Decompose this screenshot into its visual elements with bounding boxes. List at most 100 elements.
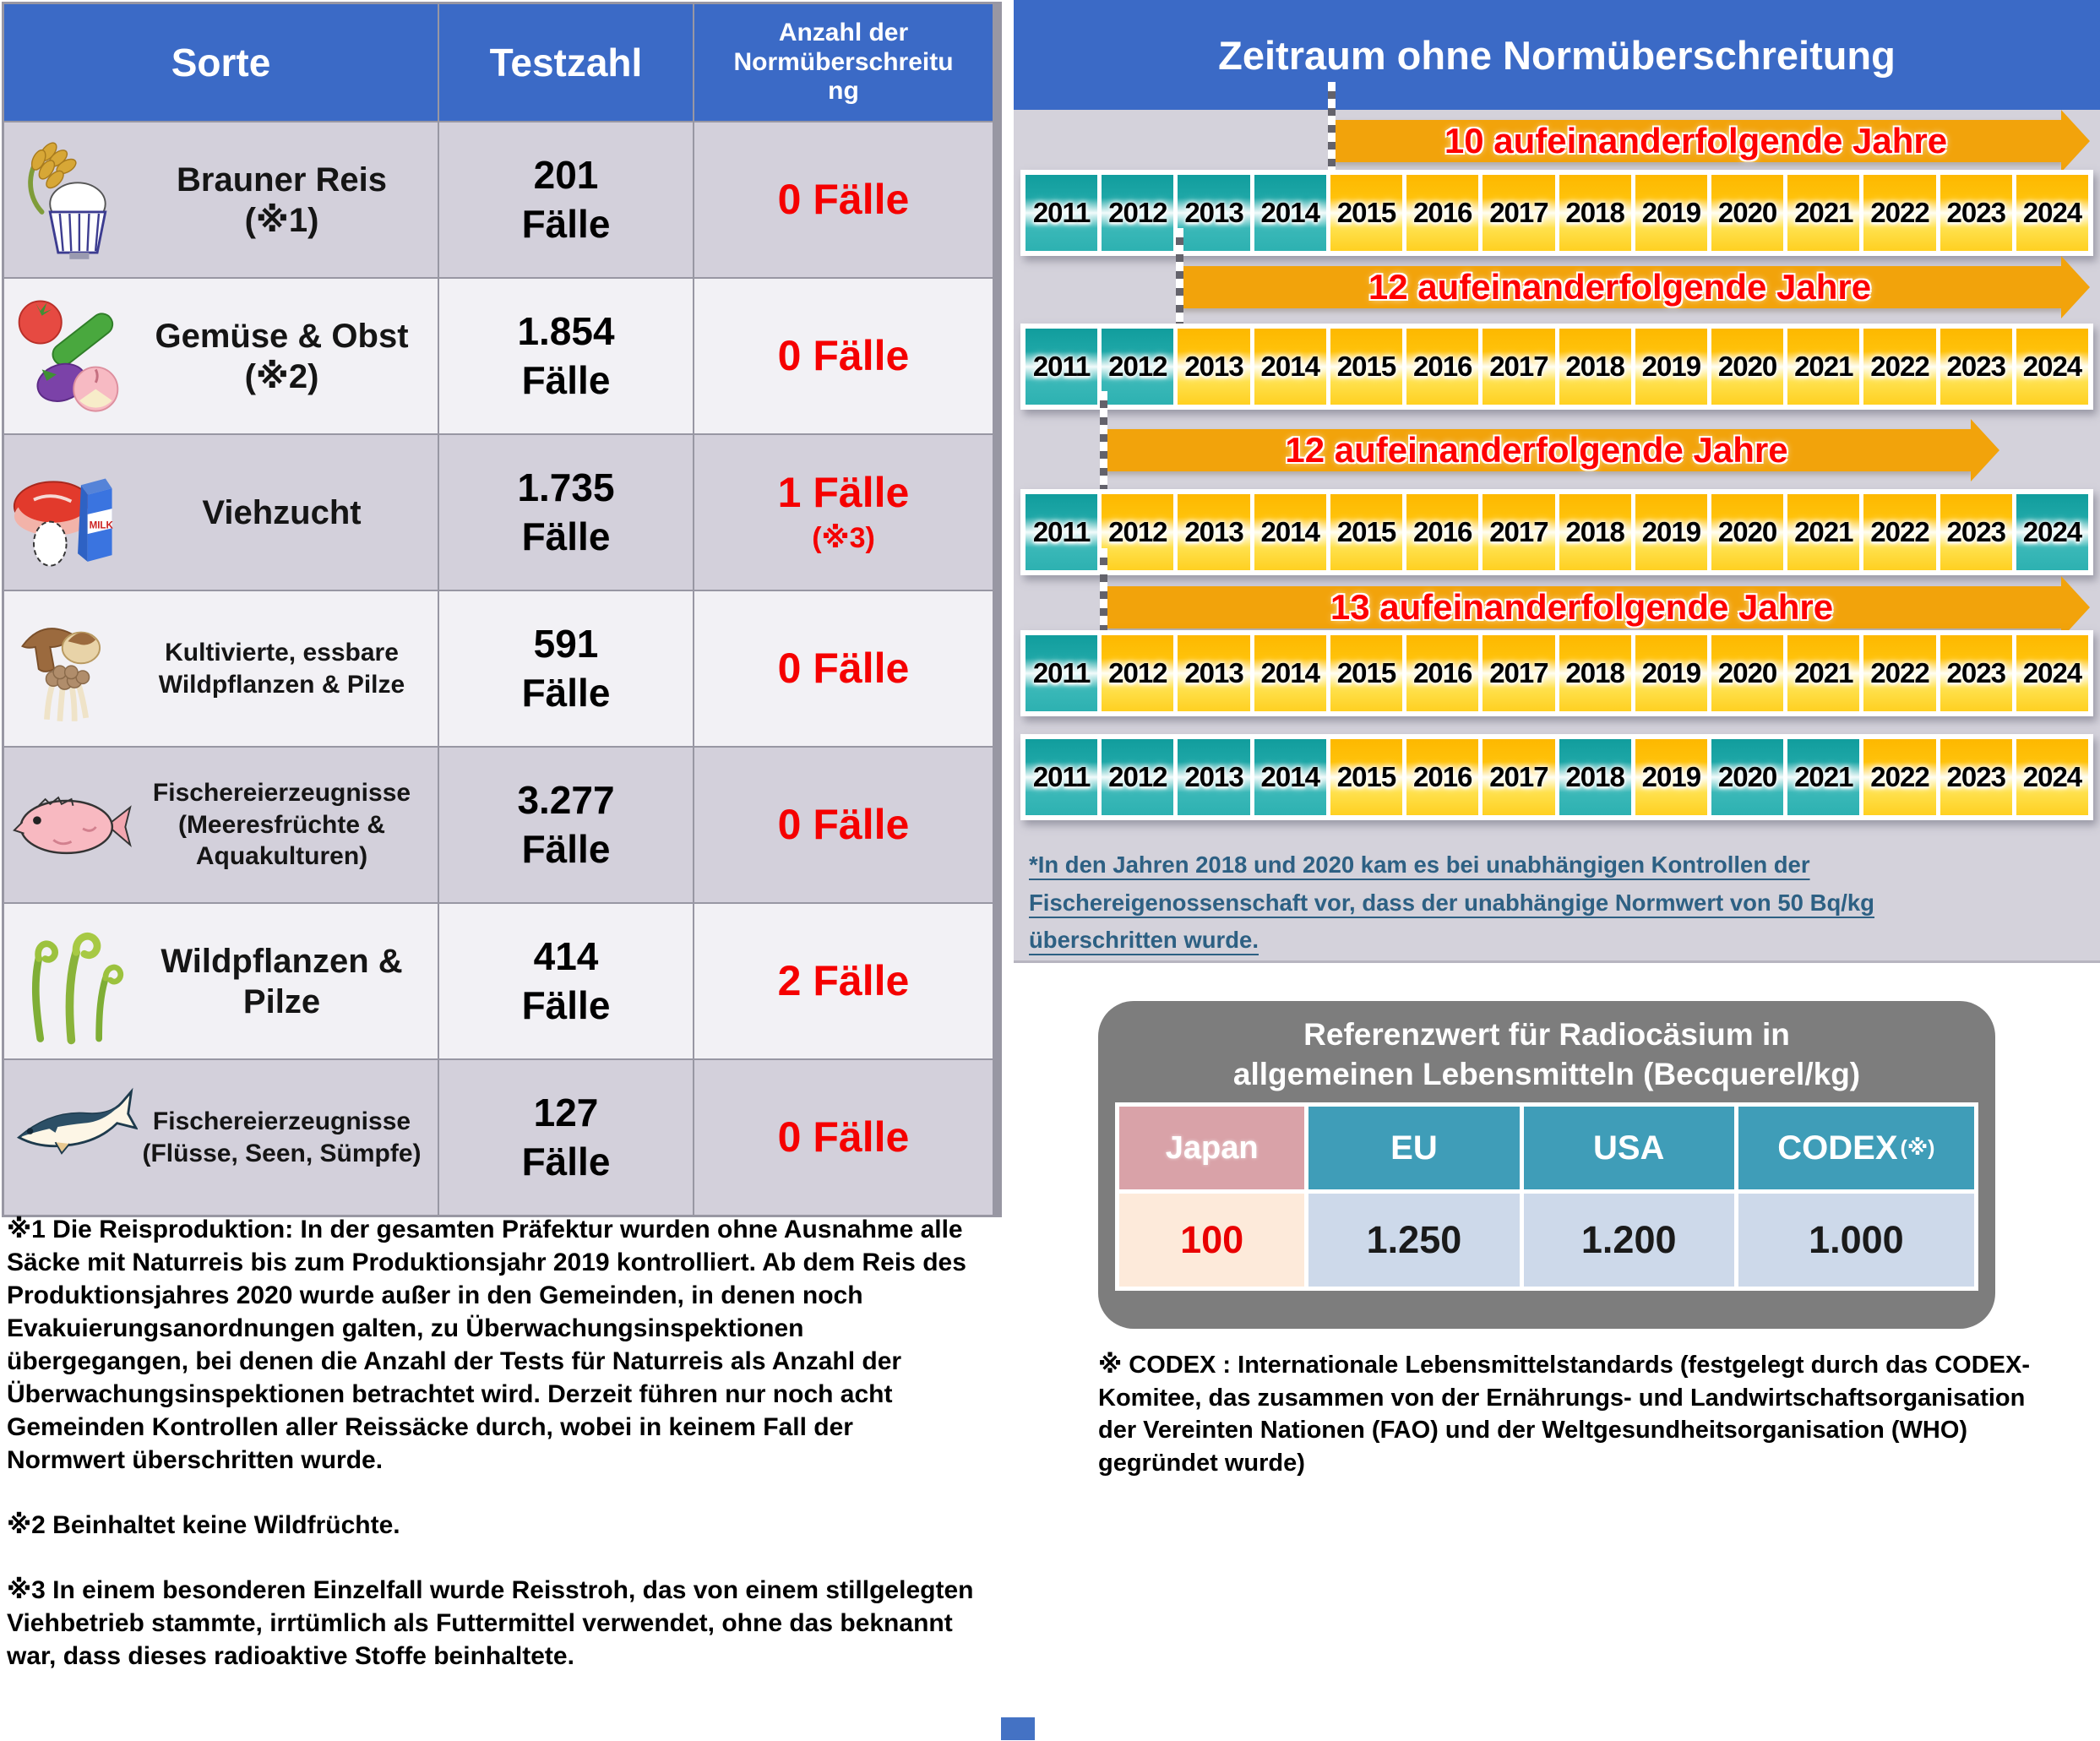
dash-line-row3	[1100, 391, 1107, 489]
ref-header-usa: USA	[1523, 1107, 1734, 1189]
ref-value-usa: 1.200	[1523, 1194, 1734, 1287]
col-header-testzahl: Testzahl	[439, 4, 693, 121]
year-cell-2012: 2012	[1102, 739, 1174, 815]
river-fish-icon	[11, 1075, 139, 1162]
test-count-livestock: 1.735 Fälle	[439, 435, 693, 590]
footnote-3: ※3 In einem besonderen Einzelfall wurde …	[7, 1576, 974, 1670]
year-cell-2011: 2011	[1026, 175, 1098, 251]
ref-header-japan: Japan	[1119, 1107, 1305, 1189]
year-strip-row5: 2011 2012 2013 2014 2015 2016 2017 2018 2019 2020…	[1020, 734, 2093, 820]
year-cell-2016: 2016	[1406, 739, 1479, 815]
exceed-value: 2 Fälle	[777, 957, 910, 1004]
year-cell-2014: 2014	[1254, 739, 1326, 815]
year-cell-2013: 2013	[1178, 494, 1250, 570]
year-cell-2021: 2021	[1787, 329, 1860, 405]
test-count-unit: Fälle	[521, 514, 611, 558]
table-row-category-vegetables: Gemüse & Obst (※2)	[4, 279, 438, 433]
wild-plants-icon	[11, 916, 125, 1047]
test-count-unit: Fälle	[521, 357, 611, 402]
timeline-arrow-row2: 12 aufeinanderfolgende Jahre	[1178, 256, 2090, 318]
table-row-category-wild-plants: Wildpflanzen & Pilze	[4, 904, 438, 1058]
year-cell-2021: 2021	[1787, 494, 1860, 570]
year-cell-2019: 2019	[1635, 175, 1707, 251]
year-cell-2014: 2014	[1254, 329, 1326, 405]
year-cell-2012: 2012	[1102, 175, 1174, 251]
year-cell-2018: 2018	[1559, 739, 1631, 815]
table-row-category-sea-fishery: Fischereierzeugnisse (Meeresfrüchte & Aq…	[4, 748, 438, 902]
arrow-label-row1: 10 aufeinanderfolgende Jahre	[1444, 121, 1948, 160]
year-cell-2013: 2013	[1178, 329, 1250, 405]
timeline-footnote: *In den Jahren 2018 und 2020 kam es bei …	[1029, 851, 1874, 954]
year-strip-row2: 2011 2012 2013 2014 2015 2016 2017 2018 2019 2020…	[1020, 324, 2093, 410]
year-cell-2015: 2015	[1330, 635, 1403, 711]
exceed-value: 0 Fälle	[777, 801, 910, 848]
footnote-1: ※1 Die Reisproduktion: In der gesamten P…	[7, 1216, 966, 1474]
ref-value-eu: 1.250	[1308, 1194, 1520, 1287]
exceed-value: 1 Fälle	[777, 469, 910, 517]
ref-value-japan: 100	[1119, 1194, 1305, 1287]
test-count-vegetables: 1.854 Fälle	[439, 279, 693, 433]
year-cell-2013: 2013	[1178, 175, 1250, 251]
test-count-unit: Fälle	[521, 670, 611, 715]
col-header-exceedances: Anzahl der Normüberschreitung	[694, 4, 993, 121]
test-count-cultivated: 591 Fälle	[439, 591, 693, 746]
year-cell-2021: 2021	[1787, 739, 1860, 815]
ref-header-suffix: (※)	[1900, 1136, 1935, 1160]
year-cell-2017: 2017	[1483, 635, 1555, 711]
svg-text:MILK: MILK	[90, 520, 114, 530]
exceed-value: 0 Fälle	[777, 1113, 910, 1161]
test-count-value: 414	[533, 934, 599, 978]
year-cell-2011: 2011	[1026, 329, 1098, 405]
timeline-panel: Zeitraum ohne Normüberschreitung 10 aufe…	[1014, 0, 2100, 963]
test-count-value: 201	[533, 153, 599, 197]
year-cell-2021: 2021	[1787, 175, 1860, 251]
year-cell-2017: 2017	[1483, 494, 1555, 570]
sea-fish-icon	[11, 776, 133, 874]
year-cell-2020: 2020	[1711, 635, 1784, 711]
reference-value-box: Referenzwert für Radiocäsium in allgemei…	[1098, 1001, 1995, 1329]
timeline-arrow-row3: 12 aufeinanderfolgende Jahre	[1102, 419, 1999, 481]
category-name: Fischereierzeugnisse (Meeresfrüchte & Aq…	[152, 779, 411, 871]
table-row-category-river-fishery: Fischereierzeugnisse (Flüsse, Seen, Sümp…	[4, 1060, 438, 1215]
livestock-icon: MILK	[11, 447, 125, 578]
year-strip-row4: 2011 2012 2013 2014 2015 2016 2017 2018 2019 2020…	[1020, 630, 2093, 716]
blue-artifact	[1001, 1717, 1035, 1740]
exceed-count-cultivated: 0 Fälle	[694, 591, 993, 746]
timeline-arrow-row4: 13 aufeinanderfolgende Jahre	[1102, 576, 2090, 639]
year-cell-2023: 2023	[1940, 635, 2012, 711]
category-name: Wildpflanzen & Pilze	[160, 942, 403, 1020]
year-strip-row1: 2011 2012 2013 2014 2015 2016 2017 2018 2019 2020…	[1020, 170, 2093, 256]
mushrooms-icon	[11, 603, 125, 734]
year-cell-2023: 2023	[1940, 494, 2012, 570]
exceed-value: 0 Fälle	[777, 645, 910, 692]
year-cell-2024: 2024	[2016, 494, 2089, 570]
dash-line-row4	[1100, 548, 1107, 630]
reference-title-line1: Referenzwert für Radiocäsium in	[1303, 1017, 1790, 1052]
reference-title: Referenzwert für Radiocäsium in allgemei…	[1098, 1001, 1995, 1095]
category-name: Brauner Reis	[177, 160, 387, 199]
year-cell-2019: 2019	[1635, 329, 1707, 405]
food-test-table: Sorte Testzahl Anzahl der Normüberschrei…	[2, 2, 1002, 1217]
test-count-unit: Fälle	[521, 201, 611, 246]
ref-header-label: CODEX	[1777, 1129, 1898, 1167]
vegetables-fruit-icon	[11, 291, 125, 422]
test-count-river-fishery: 127 Fälle	[439, 1060, 693, 1215]
arrow-label-row4: 13 aufeinanderfolgende Jahre	[1330, 587, 1834, 627]
codex-note: ※ CODEX : Internationale Lebensmittelsta…	[1098, 1352, 2030, 1477]
test-count-value: 3.277	[517, 778, 615, 822]
year-cell-2017: 2017	[1483, 329, 1555, 405]
year-cell-2019: 2019	[1635, 494, 1707, 570]
test-count-value: 591	[533, 622, 599, 666]
year-cell-2023: 2023	[1940, 329, 2012, 405]
ref-value-codex: 1.000	[1738, 1194, 1974, 1287]
test-count-unit: Fälle	[521, 1139, 611, 1183]
year-cell-2017: 2017	[1483, 175, 1555, 251]
test-count-unit: Fälle	[521, 982, 611, 1027]
category-name: Kultivierte, essbare Wildpflanzen & Pilz…	[158, 639, 405, 699]
year-cell-2022: 2022	[1863, 329, 1936, 405]
dash-line-row2	[1176, 228, 1183, 324]
reference-table: Japan EU USA CODEX (※) 100 1.250 1.200 1…	[1115, 1102, 1978, 1291]
year-strip-row3: 2011 2012 2013 2014 2015 2016 2017 2018 2019 2020…	[1020, 489, 2093, 575]
ref-header-eu: EU	[1308, 1107, 1520, 1189]
year-cell-2014: 2014	[1254, 175, 1326, 251]
